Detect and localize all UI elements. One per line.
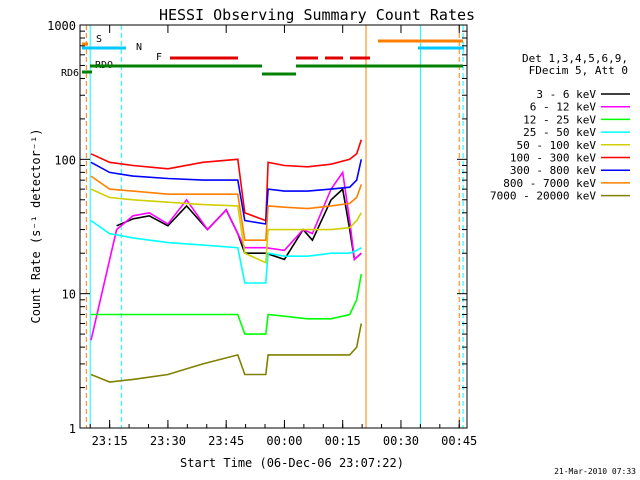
series-line-2 bbox=[91, 273, 363, 335]
series-line-8 bbox=[90, 323, 363, 383]
series-line-1 bbox=[90, 170, 362, 341]
x-tick-label-1: 23:30 bbox=[150, 434, 186, 448]
y-axis-ticks: 1 10 100 1000 bbox=[47, 19, 467, 436]
y-axis-label: Count Rate (s⁻¹ detector⁻¹) bbox=[29, 128, 43, 323]
series-line-7 bbox=[90, 175, 363, 241]
x-tick-label-0: 23:15 bbox=[92, 434, 128, 448]
flag-label-rd6: RD6 bbox=[61, 68, 79, 79]
x-tick-label-4: 00:15 bbox=[325, 434, 361, 448]
legend-label-7: 800 - 7000 keV bbox=[503, 177, 596, 190]
flag-label-f: F bbox=[156, 52, 162, 63]
plot-area bbox=[85, 25, 464, 428]
legend-label-6: 300 - 800 keV bbox=[510, 164, 596, 177]
legend: Det 1,3,4,5,6,9,FDecim 5, Att 0 3 - 6 keV… bbox=[490, 52, 630, 203]
legend-label-4: 50 - 100 keV bbox=[517, 139, 597, 152]
legend-label-0: 3 - 6 keV bbox=[536, 88, 596, 101]
legend-label-5: 100 - 300 keV bbox=[510, 152, 596, 165]
x-tick-label-6: 00:45 bbox=[441, 434, 477, 448]
y-tick-label-3: 1000 bbox=[47, 19, 76, 33]
plot-frame bbox=[79, 24, 468, 429]
legend-header-1: FDecim 5, Att 0 bbox=[529, 64, 628, 77]
legend-label-8: 7000 - 20000 keV bbox=[490, 190, 596, 203]
x-tick-label-2: 23:45 bbox=[208, 434, 244, 448]
flag-label-n: N bbox=[136, 42, 142, 53]
x-axis-label: Start Time (06-Dec-06 23:07:22) bbox=[180, 456, 404, 470]
chart-title: HESSI Observing Summary Count Rates bbox=[159, 6, 475, 24]
series-line-6 bbox=[90, 159, 363, 225]
y-tick-label-2: 100 bbox=[54, 153, 76, 167]
series-line-0 bbox=[116, 187, 362, 261]
y-tick-label-0: 1 bbox=[69, 422, 76, 436]
status-flags: SNFRDORD6 bbox=[61, 34, 464, 79]
y-tick-label-1: 10 bbox=[62, 288, 76, 302]
footer-date: 21-Mar-2010 07:33 bbox=[554, 467, 636, 476]
legend-header-0: Det 1,3,4,5,6,9, bbox=[522, 52, 628, 65]
legend-label-3: 25 - 50 keV bbox=[523, 126, 596, 139]
x-tick-label-3: 00:00 bbox=[266, 434, 302, 448]
flag-label-s: S bbox=[96, 34, 102, 45]
legend-label-1: 6 - 12 keV bbox=[530, 101, 597, 114]
x-axis-ticks: 23:15 23:30 23:45 00:00 00:15 00:30 00:45 bbox=[89, 25, 477, 448]
series-line-4 bbox=[90, 188, 362, 264]
legend-label-2: 12 - 25 keV bbox=[523, 113, 596, 126]
x-tick-label-5: 00:30 bbox=[383, 434, 419, 448]
series-line-3 bbox=[90, 219, 362, 284]
